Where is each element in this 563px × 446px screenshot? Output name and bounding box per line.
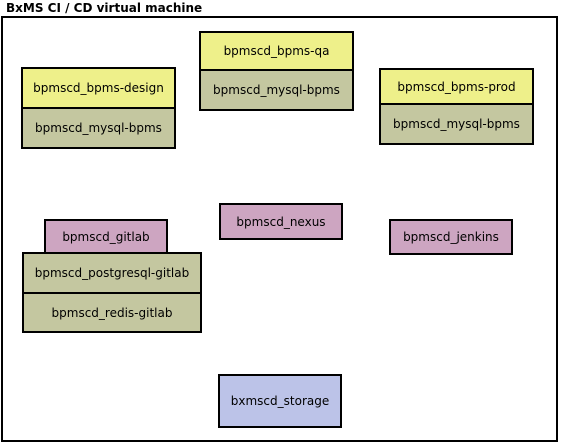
node-nexus: bpmscd_nexus [219, 203, 343, 240]
node-mysql-bpms-prod: bpmscd_mysql-bpms [379, 103, 534, 145]
diagram-title: BxMS CI / CD virtual machine [6, 1, 203, 15]
node-gitlab: bpmscd_gitlab [44, 219, 168, 254]
node-bpms-qa: bpmscd_bpms-qa [199, 31, 354, 71]
node-bpms-design: bpmscd_bpms-design [21, 67, 176, 109]
node-mysql-bpms-qa: bpmscd_mysql-bpms [199, 69, 354, 111]
node-redis-gitlab: bpmscd_redis-gitlab [22, 292, 202, 333]
node-jenkins: bpmscd_jenkins [389, 219, 513, 255]
vm-boundary [1, 16, 558, 442]
node-mysql-bpms-design: bpmscd_mysql-bpms [21, 107, 176, 149]
node-storage: bxmscd_storage [218, 374, 342, 428]
node-bpms-prod: bpmscd_bpms-prod [379, 68, 534, 105]
node-postgresql-gitlab: bpmscd_postgresql-gitlab [22, 252, 202, 294]
